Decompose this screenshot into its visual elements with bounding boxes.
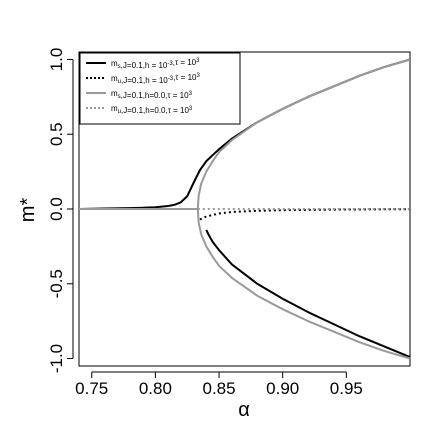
legend-label: ms,J=0.1,h = 10-3,τ = 103 xyxy=(111,58,200,70)
y-tick-label: 0.0 xyxy=(47,197,66,221)
legend-label: mu,J=0.1,h=0.0,τ = 103 xyxy=(111,104,193,115)
legend-box xyxy=(79,52,241,125)
series-layer xyxy=(78,58,411,360)
series-line-5 xyxy=(196,208,411,360)
series-line-1 xyxy=(205,229,411,358)
y-tick-label: -0.5 xyxy=(47,269,66,298)
y-axis-label-group: m* xyxy=(17,198,39,223)
y-tick-label: 0.5 xyxy=(47,122,66,146)
y-axis: -1.0 -0.5 0.0 0.5 1.0 xyxy=(47,48,74,373)
series-line-2 xyxy=(199,208,410,221)
y-axis-label: m* xyxy=(17,198,39,223)
x-axis-label: α xyxy=(238,399,250,421)
series-line-4 xyxy=(196,58,411,210)
legend-label: mu,J=0.1,h = 10-3,τ = 103 xyxy=(111,73,200,85)
x-tick-label: 0.75 xyxy=(75,379,108,398)
x-tick-label: 0.85 xyxy=(202,379,235,398)
x-tick-label: 0.80 xyxy=(139,379,172,398)
y-tick-label: -1.0 xyxy=(47,344,66,373)
y-tick-label: 1.0 xyxy=(47,48,66,72)
legend: ms,J=0.1,h = 10-3,τ = 103 mu,J=0.1,h = 10… xyxy=(79,52,241,125)
x-axis: 0.75 0.80 0.85 0.90 0.95 xyxy=(75,371,363,398)
legend-label: ms,J=0.1,h=0.0,τ = 103 xyxy=(111,89,193,100)
x-tick-label: 0.95 xyxy=(330,379,363,398)
x-tick-label: 0.90 xyxy=(266,379,299,398)
